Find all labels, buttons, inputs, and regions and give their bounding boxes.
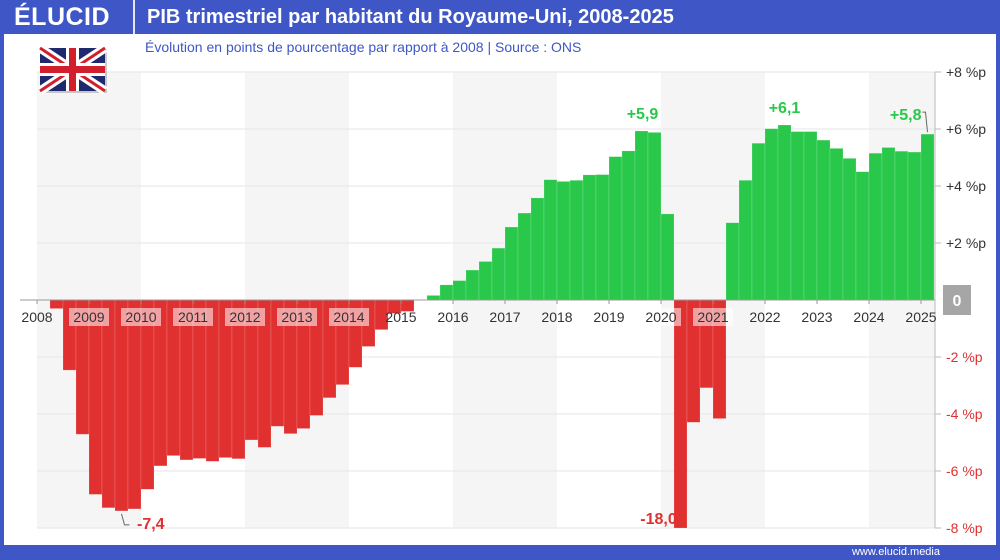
bar: [101, 299, 116, 509]
x-tick-label: 2009: [73, 309, 104, 325]
bar: [816, 139, 831, 301]
bar: [725, 222, 740, 301]
bar: [881, 147, 896, 301]
bar: [855, 171, 870, 301]
bar: [829, 148, 844, 301]
bar: [790, 131, 805, 301]
x-tick-label: 2020: [645, 309, 676, 325]
chart-title: PIB trimestriel par habitant du Royaume-…: [147, 6, 674, 28]
bar: [543, 179, 558, 301]
x-tick-label-bg: [277, 308, 317, 326]
bar: [426, 295, 441, 301]
bar: [49, 299, 64, 309]
bar: [673, 299, 688, 529]
bar: [868, 152, 883, 301]
bar: [608, 156, 623, 301]
y-tick-label: +2 %p: [946, 235, 986, 251]
header-divider: [133, 0, 135, 34]
bar: [114, 299, 129, 512]
bar: [556, 181, 571, 301]
x-tick-label: 2016: [437, 309, 468, 325]
x-tick-label-bg: [641, 308, 681, 326]
x-tick-label: 2011: [178, 309, 208, 325]
bar: [751, 142, 766, 301]
zero-label-box: [943, 285, 971, 315]
bar: [530, 197, 545, 301]
bar: [634, 130, 649, 301]
x-tick-label: 2014: [333, 309, 364, 325]
bar: [517, 212, 532, 301]
bar: [660, 213, 675, 301]
data-label: +5,9: [627, 106, 659, 123]
bar: [439, 284, 454, 301]
header-bar: ÉLUCID PIB trimestriel par habitant du R…: [0, 0, 1000, 34]
x-tick-label: 2012: [229, 309, 260, 325]
elucid-logo: ÉLUCID: [14, 3, 111, 31]
x-tick-label: 2008: [21, 309, 52, 325]
bar: [127, 299, 142, 510]
x-tick-label: 2023: [801, 309, 832, 325]
bar: [764, 128, 779, 301]
bar: [491, 247, 506, 301]
x-tick-label: 2021: [697, 309, 728, 325]
bar: [140, 299, 155, 490]
y-tick-label: +6 %p: [946, 121, 986, 137]
bar: [803, 131, 818, 301]
bar: [621, 150, 636, 301]
x-tick-label: 2013: [281, 309, 312, 325]
bar: [920, 133, 935, 301]
x-tick-label: 2019: [593, 309, 624, 325]
x-tick-label: 2010: [125, 309, 156, 325]
y-tick-label: -8 %p: [946, 520, 983, 536]
bar: [894, 150, 909, 301]
y-tick-label: -2 %p: [946, 349, 983, 365]
footer-url[interactable]: www.elucid.media: [851, 546, 940, 558]
x-tick-label-bg: [69, 308, 109, 326]
bar: [595, 174, 610, 301]
chart-subtitle: Évolution en points de pourcentage par r…: [145, 39, 582, 55]
bar: [777, 124, 792, 301]
x-tick-label-bg: [693, 308, 733, 326]
bar: [647, 132, 662, 301]
annotation-leader: [922, 111, 928, 133]
annotation-leader: [121, 513, 130, 526]
bar: [907, 151, 922, 301]
bar: [842, 158, 857, 301]
data-label: -7,4: [137, 516, 165, 533]
x-tick-label-bg: [329, 308, 369, 326]
x-tick-label: 2025: [905, 309, 936, 325]
bar: [88, 299, 103, 495]
bar: [504, 226, 519, 301]
y-tick-label: -4 %p: [946, 406, 983, 422]
x-tick-label-bg: [173, 308, 213, 326]
x-tick-label: 2018: [541, 309, 572, 325]
data-label: -18,0: [640, 511, 677, 528]
x-tick-label-bg: [225, 308, 265, 326]
x-tick-label: 2017: [489, 309, 520, 325]
x-tick-label: 2015: [385, 309, 416, 325]
bar: [478, 261, 493, 301]
y-tick-label: +4 %p: [946, 178, 986, 194]
y-tick-label: 0: [953, 293, 962, 310]
x-tick-label: 2022: [749, 309, 780, 325]
united-kingdom-flag-icon: [37, 44, 108, 95]
bar: [738, 180, 753, 301]
bar: [465, 269, 480, 301]
y-tick-label: -6 %p: [946, 463, 983, 479]
x-tick-label-bg: [121, 308, 161, 326]
y-tick-label: +8 %p: [946, 64, 986, 80]
data-label: +6,1: [769, 100, 801, 117]
bar: [452, 280, 467, 301]
bar: [569, 180, 584, 301]
x-tick-label: 2024: [853, 309, 884, 325]
bar: [582, 174, 597, 301]
data-label: +5,8: [890, 107, 922, 124]
